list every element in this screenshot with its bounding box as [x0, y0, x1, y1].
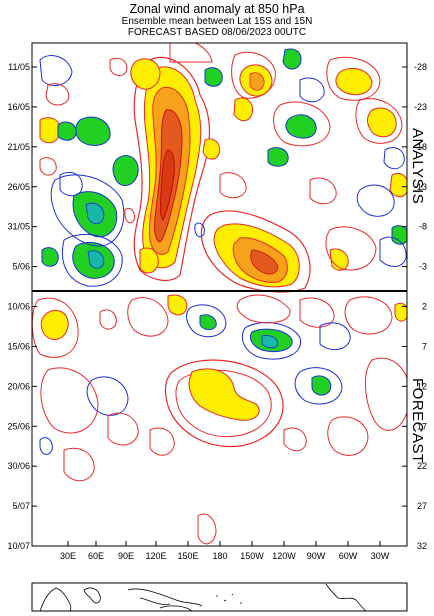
- y-tick-label-right: 12: [417, 381, 427, 391]
- y-tick-label-right: -18: [414, 142, 427, 152]
- y-tick-label-left: 5/06: [12, 262, 30, 272]
- x-tick-label: 90E: [118, 551, 134, 561]
- y-tick-label-left: 16/05: [7, 102, 30, 112]
- y-tick-label-left: 26/05: [7, 182, 30, 192]
- y-tick-label-right: 32: [417, 541, 427, 551]
- y-tick-label-right: 17: [417, 421, 427, 431]
- analysis-label: ANALYSIS: [409, 128, 426, 204]
- x-tick-label: 150E: [177, 551, 198, 561]
- chart-title: Zonal wind anomaly at 850 hPa: [129, 2, 305, 16]
- x-tick-label: 90W: [307, 551, 326, 561]
- y-tick-label-right: 22: [417, 461, 427, 471]
- y-tick-label-left: 25/06: [7, 421, 30, 431]
- forecast-label: FORECAST: [409, 378, 426, 464]
- americas-outline: [325, 583, 367, 612]
- westerly-burst-150e: [133, 56, 210, 282]
- indian-coast-outline: [83, 587, 101, 604]
- africa-outline: [39, 587, 72, 612]
- x-tick-label: 30E: [60, 551, 76, 561]
- x-tick-label: 120E: [145, 551, 166, 561]
- chart-subtitle: Ensemble mean between Lat 15S and 15N: [121, 16, 313, 27]
- y-tick-label-right: -3: [419, 262, 427, 272]
- x-tick-label: 150W: [240, 551, 264, 561]
- burst-contour-outer: [133, 56, 210, 282]
- contour-lines-analysis: [39, 43, 407, 287]
- westerly-blob-top: [39, 58, 407, 198]
- burst-fill-core: [160, 149, 175, 221]
- y-tick-label-left: 15/06: [7, 341, 30, 351]
- y-axis-left-ticks: 11/05 16/05 21/05 26/05 31/05 5/06 10/06 15/06 2…: [7, 62, 37, 551]
- world-map-strip: [31, 582, 408, 612]
- y-tick-label-left: 11/05: [8, 62, 30, 72]
- chart-titles: Zonal wind anomaly at 850 hPa Ensemble m…: [0, 2, 434, 38]
- anomaly-field: [32, 43, 407, 545]
- y-tick-label-right: 27: [417, 501, 427, 511]
- x-tick-label: 60E: [88, 551, 104, 561]
- y-tick-label-right: 7: [422, 341, 427, 351]
- y-tick-label-left: 30/06: [7, 461, 30, 471]
- x-axis-ticks: 30E 60E 90E 120E 150E 180 150W 120W 90W 60W 30W: [60, 541, 390, 561]
- x-tick-label: 180: [212, 551, 227, 561]
- y-tick-label-left: 31/05: [7, 222, 30, 232]
- y-tick-label-left: 20/06: [7, 381, 30, 391]
- forecast-base-line: FORECAST BASED 08/06/2023 00UTC: [127, 27, 307, 38]
- maritime-continent-outline: [127, 588, 203, 607]
- y-tick-label-right: -13: [414, 182, 427, 192]
- x-tick-label: 30W: [371, 551, 390, 561]
- y-tick-label-right: -23: [414, 102, 427, 112]
- forecast-field: [32, 294, 407, 545]
- y-tick-label-left: 10/07: [7, 541, 30, 551]
- westerly-burst-180: [139, 210, 349, 293]
- y-tick-label-right: -8: [419, 222, 427, 232]
- y-tick-label-left: 10/06: [7, 302, 30, 312]
- y-tick-label-left: 21/05: [7, 142, 30, 152]
- y-tick-label-right: -28: [414, 62, 427, 72]
- easterly-blobs-analysis: [41, 48, 407, 279]
- y-tick-label-right: 2: [422, 302, 427, 312]
- australia-outline: [159, 605, 193, 612]
- pacific-islands-outline: [216, 593, 242, 604]
- y-tick-label-left: 5/07: [12, 501, 30, 511]
- x-tick-label: 120W: [272, 551, 296, 561]
- x-tick-label: 60W: [339, 551, 358, 561]
